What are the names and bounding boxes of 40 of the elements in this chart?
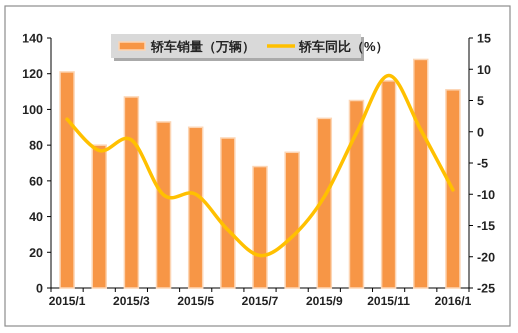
x-tick-label: 2015/11: [367, 294, 410, 308]
y2-tick-label: 0: [477, 125, 484, 140]
y2-tick-label: -25: [477, 282, 496, 296]
y-tick-label: 40: [29, 210, 44, 224]
line-series: [65, 74, 455, 258]
bar: [220, 137, 236, 289]
y2-tick-label: -5: [477, 156, 488, 170]
y2-tick-label: -15: [477, 219, 496, 233]
y-tick-label: 60: [29, 174, 44, 188]
x-tick-label: 2015/3: [113, 294, 150, 308]
bar: [124, 96, 140, 289]
y-tick-label: 100: [22, 102, 44, 117]
y2-tick-label: -10: [477, 188, 496, 202]
y-tick-label: 140: [22, 32, 44, 46]
bar: [91, 144, 107, 289]
bar: [380, 80, 396, 289]
bar: [252, 166, 268, 289]
bar: [188, 126, 204, 289]
x-tick-label: 2016/1: [434, 294, 472, 308]
bar: [445, 89, 461, 289]
y-tick-label: 120: [22, 67, 44, 82]
y-tick-label: 80: [29, 138, 44, 153]
x-tick-label: 2015/1: [48, 294, 86, 308]
x-tick-label: 2015/7: [242, 294, 279, 308]
x-tick-label: 2015/5: [177, 294, 214, 308]
y-tick-label: 0: [36, 282, 44, 296]
bar: [284, 152, 300, 289]
x-tick-label: 2015/9: [306, 294, 343, 308]
y-tick-label: 20: [29, 246, 44, 260]
y2-tick-label: 10: [477, 62, 491, 77]
legend-label: 轿车销量（万辆）: [150, 39, 255, 54]
legend-label: 轿车同比（%）: [298, 39, 389, 54]
y2-tick-label: 5: [477, 94, 484, 108]
y2-tick-label: -20: [477, 250, 496, 264]
bar: [59, 71, 75, 289]
bar: [316, 118, 332, 289]
bar: [413, 58, 429, 289]
bar: [348, 100, 364, 289]
y2-tick-label: 15: [477, 32, 491, 46]
bar: [156, 121, 172, 289]
